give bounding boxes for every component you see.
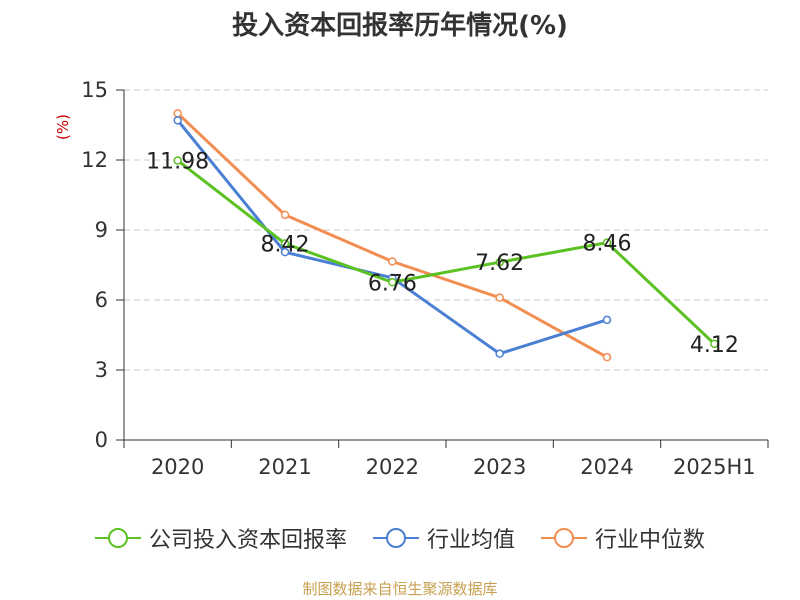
data-point <box>602 315 612 325</box>
data-label: 8.46 <box>583 232 632 257</box>
data-point <box>280 210 290 220</box>
series-lines <box>173 109 719 362</box>
x-tick-label: 2025H1 <box>673 455 756 479</box>
series-line <box>176 119 608 356</box>
data-point <box>602 352 612 362</box>
data-point <box>710 339 719 349</box>
x-tick-label: 2024 <box>580 455 633 479</box>
x-tick-label: 2020 <box>151 455 204 479</box>
legend-label-company: 公司投入资本回报率 <box>148 528 347 553</box>
data-label: 4.12 <box>690 333 739 358</box>
axes: 0 3 6 9 12 15 2020 2021 2022 2023 2024 2025H1 <box>81 78 769 479</box>
data-point <box>173 109 182 118</box>
legend-marker-company <box>94 528 141 548</box>
y-tick-label: 6 <box>95 288 108 312</box>
data-point <box>495 257 504 267</box>
legend-item-industry-median[interactable]: 行业中位数 <box>541 522 705 554</box>
legend-item-company[interactable]: 公司投入资本回报率 <box>94 522 347 554</box>
data-point <box>173 156 182 165</box>
data-point <box>388 257 397 266</box>
source-note: 制图数据来自恒生聚源数据库 <box>302 580 498 598</box>
x-tick-label: 2021 <box>258 455 311 479</box>
data-labels: 11.98 8.42 6.76 7.62 8.46 4.12 <box>146 149 739 357</box>
data-point <box>280 247 290 257</box>
y-tick-label: 15 <box>81 78 108 102</box>
grid-lines <box>124 89 768 371</box>
legend: 公司投入资本回报率 行业均值 行业中位数 <box>0 520 800 556</box>
legend-label-industry-median: 行业中位数 <box>595 528 706 553</box>
data-point <box>495 349 504 358</box>
legend-item-industry-mean[interactable]: 行业均值 <box>372 522 515 554</box>
data-point <box>602 238 612 247</box>
series-line <box>176 112 608 359</box>
data-label: 11.98 <box>146 149 209 174</box>
y-tick-label: 12 <box>81 148 108 172</box>
x-tick-label: 2022 <box>366 455 419 479</box>
y-tick-label: 3 <box>95 358 108 382</box>
data-label: 8.42 <box>261 233 310 258</box>
y-tick-label: 0 <box>95 428 108 452</box>
legend-marker-industry-median <box>541 528 587 548</box>
data-point <box>388 278 397 287</box>
data-label: 7.62 <box>475 251 524 276</box>
x-tick-label: 2023 <box>473 455 526 479</box>
y-tick-label: 9 <box>95 218 108 242</box>
series-line <box>176 159 716 345</box>
data-point <box>280 239 290 248</box>
chart-title: 投入资本回报率历年情况(%) <box>232 11 568 41</box>
legend-marker-industry-mean <box>372 528 419 548</box>
data-point <box>173 116 182 125</box>
legend-label-industry-mean: 行业均值 <box>426 528 515 553</box>
data-label: 6.76 <box>368 271 417 296</box>
data-point <box>495 293 504 302</box>
